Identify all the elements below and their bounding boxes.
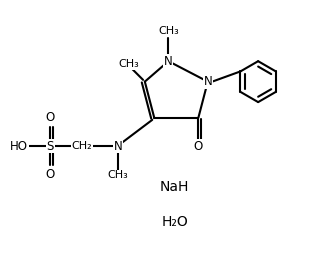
Text: O: O xyxy=(46,168,55,181)
Text: N: N xyxy=(164,55,173,68)
Text: N: N xyxy=(114,140,122,153)
Text: N: N xyxy=(204,75,212,88)
Text: NaH: NaH xyxy=(160,180,190,194)
Text: CH₂: CH₂ xyxy=(72,141,92,151)
Text: H₂O: H₂O xyxy=(161,215,188,229)
Text: CH₃: CH₃ xyxy=(158,26,179,36)
Text: O: O xyxy=(194,140,203,153)
Text: CH₃: CH₃ xyxy=(108,171,128,180)
Text: HO: HO xyxy=(10,140,28,153)
Text: S: S xyxy=(47,140,54,153)
Text: CH₃: CH₃ xyxy=(118,59,139,69)
Text: O: O xyxy=(46,111,55,124)
